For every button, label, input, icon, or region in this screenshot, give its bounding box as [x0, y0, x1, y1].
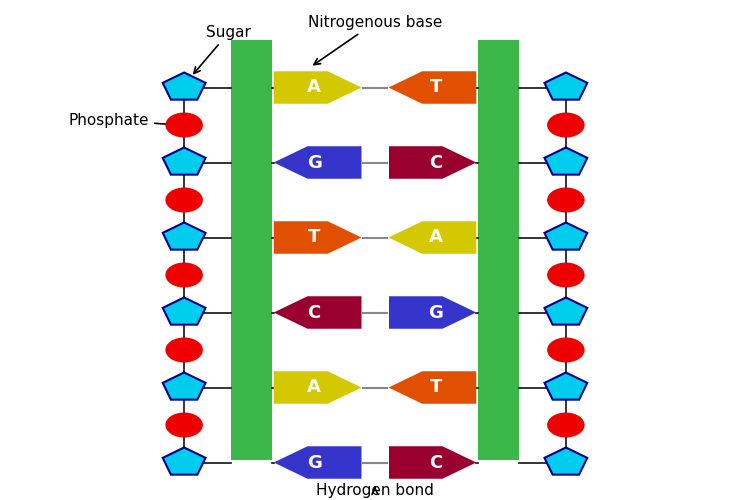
- Polygon shape: [544, 372, 587, 400]
- Bar: [362, 296, 388, 329]
- Text: G: G: [428, 304, 443, 322]
- Polygon shape: [544, 448, 587, 474]
- Polygon shape: [274, 371, 362, 404]
- Polygon shape: [163, 222, 206, 250]
- Circle shape: [547, 112, 585, 138]
- Polygon shape: [388, 296, 476, 329]
- Circle shape: [547, 188, 585, 212]
- Text: Nitrogenous base: Nitrogenous base: [308, 15, 442, 64]
- Circle shape: [547, 412, 585, 438]
- Text: C: C: [308, 304, 321, 322]
- Circle shape: [547, 262, 585, 287]
- Text: T: T: [430, 378, 442, 396]
- Text: G: G: [307, 454, 322, 471]
- Polygon shape: [388, 146, 476, 178]
- Text: C: C: [429, 154, 442, 172]
- Circle shape: [165, 188, 202, 212]
- Circle shape: [165, 112, 202, 138]
- Polygon shape: [544, 148, 587, 174]
- Polygon shape: [274, 296, 362, 329]
- Polygon shape: [544, 298, 587, 324]
- Polygon shape: [274, 221, 362, 254]
- Polygon shape: [274, 72, 362, 104]
- Polygon shape: [388, 446, 476, 479]
- Circle shape: [547, 338, 585, 362]
- Bar: [478, 40, 520, 460]
- Polygon shape: [163, 72, 206, 100]
- Text: Hydrogen bond: Hydrogen bond: [316, 482, 434, 498]
- Polygon shape: [544, 72, 587, 100]
- Text: T: T: [308, 228, 320, 246]
- Bar: [362, 371, 388, 404]
- Circle shape: [165, 412, 202, 438]
- Circle shape: [165, 338, 202, 362]
- Text: A: A: [308, 78, 321, 96]
- Bar: [362, 446, 388, 479]
- Text: G: G: [307, 154, 322, 172]
- Polygon shape: [388, 371, 476, 404]
- Polygon shape: [163, 448, 206, 474]
- Text: C: C: [429, 454, 442, 471]
- Polygon shape: [274, 446, 362, 479]
- Bar: [362, 71, 388, 104]
- Text: T: T: [430, 78, 442, 96]
- Circle shape: [165, 262, 202, 287]
- Text: Phosphate: Phosphate: [68, 112, 174, 128]
- Polygon shape: [544, 222, 587, 250]
- Bar: [231, 40, 272, 460]
- Text: Sugar: Sugar: [194, 25, 251, 74]
- Polygon shape: [163, 148, 206, 174]
- Polygon shape: [388, 221, 476, 254]
- Polygon shape: [163, 372, 206, 400]
- Bar: [362, 221, 388, 254]
- Polygon shape: [163, 298, 206, 324]
- Text: A: A: [308, 378, 321, 396]
- Text: A: A: [429, 228, 442, 246]
- Bar: [362, 146, 388, 178]
- Polygon shape: [274, 146, 362, 178]
- Polygon shape: [388, 72, 476, 104]
